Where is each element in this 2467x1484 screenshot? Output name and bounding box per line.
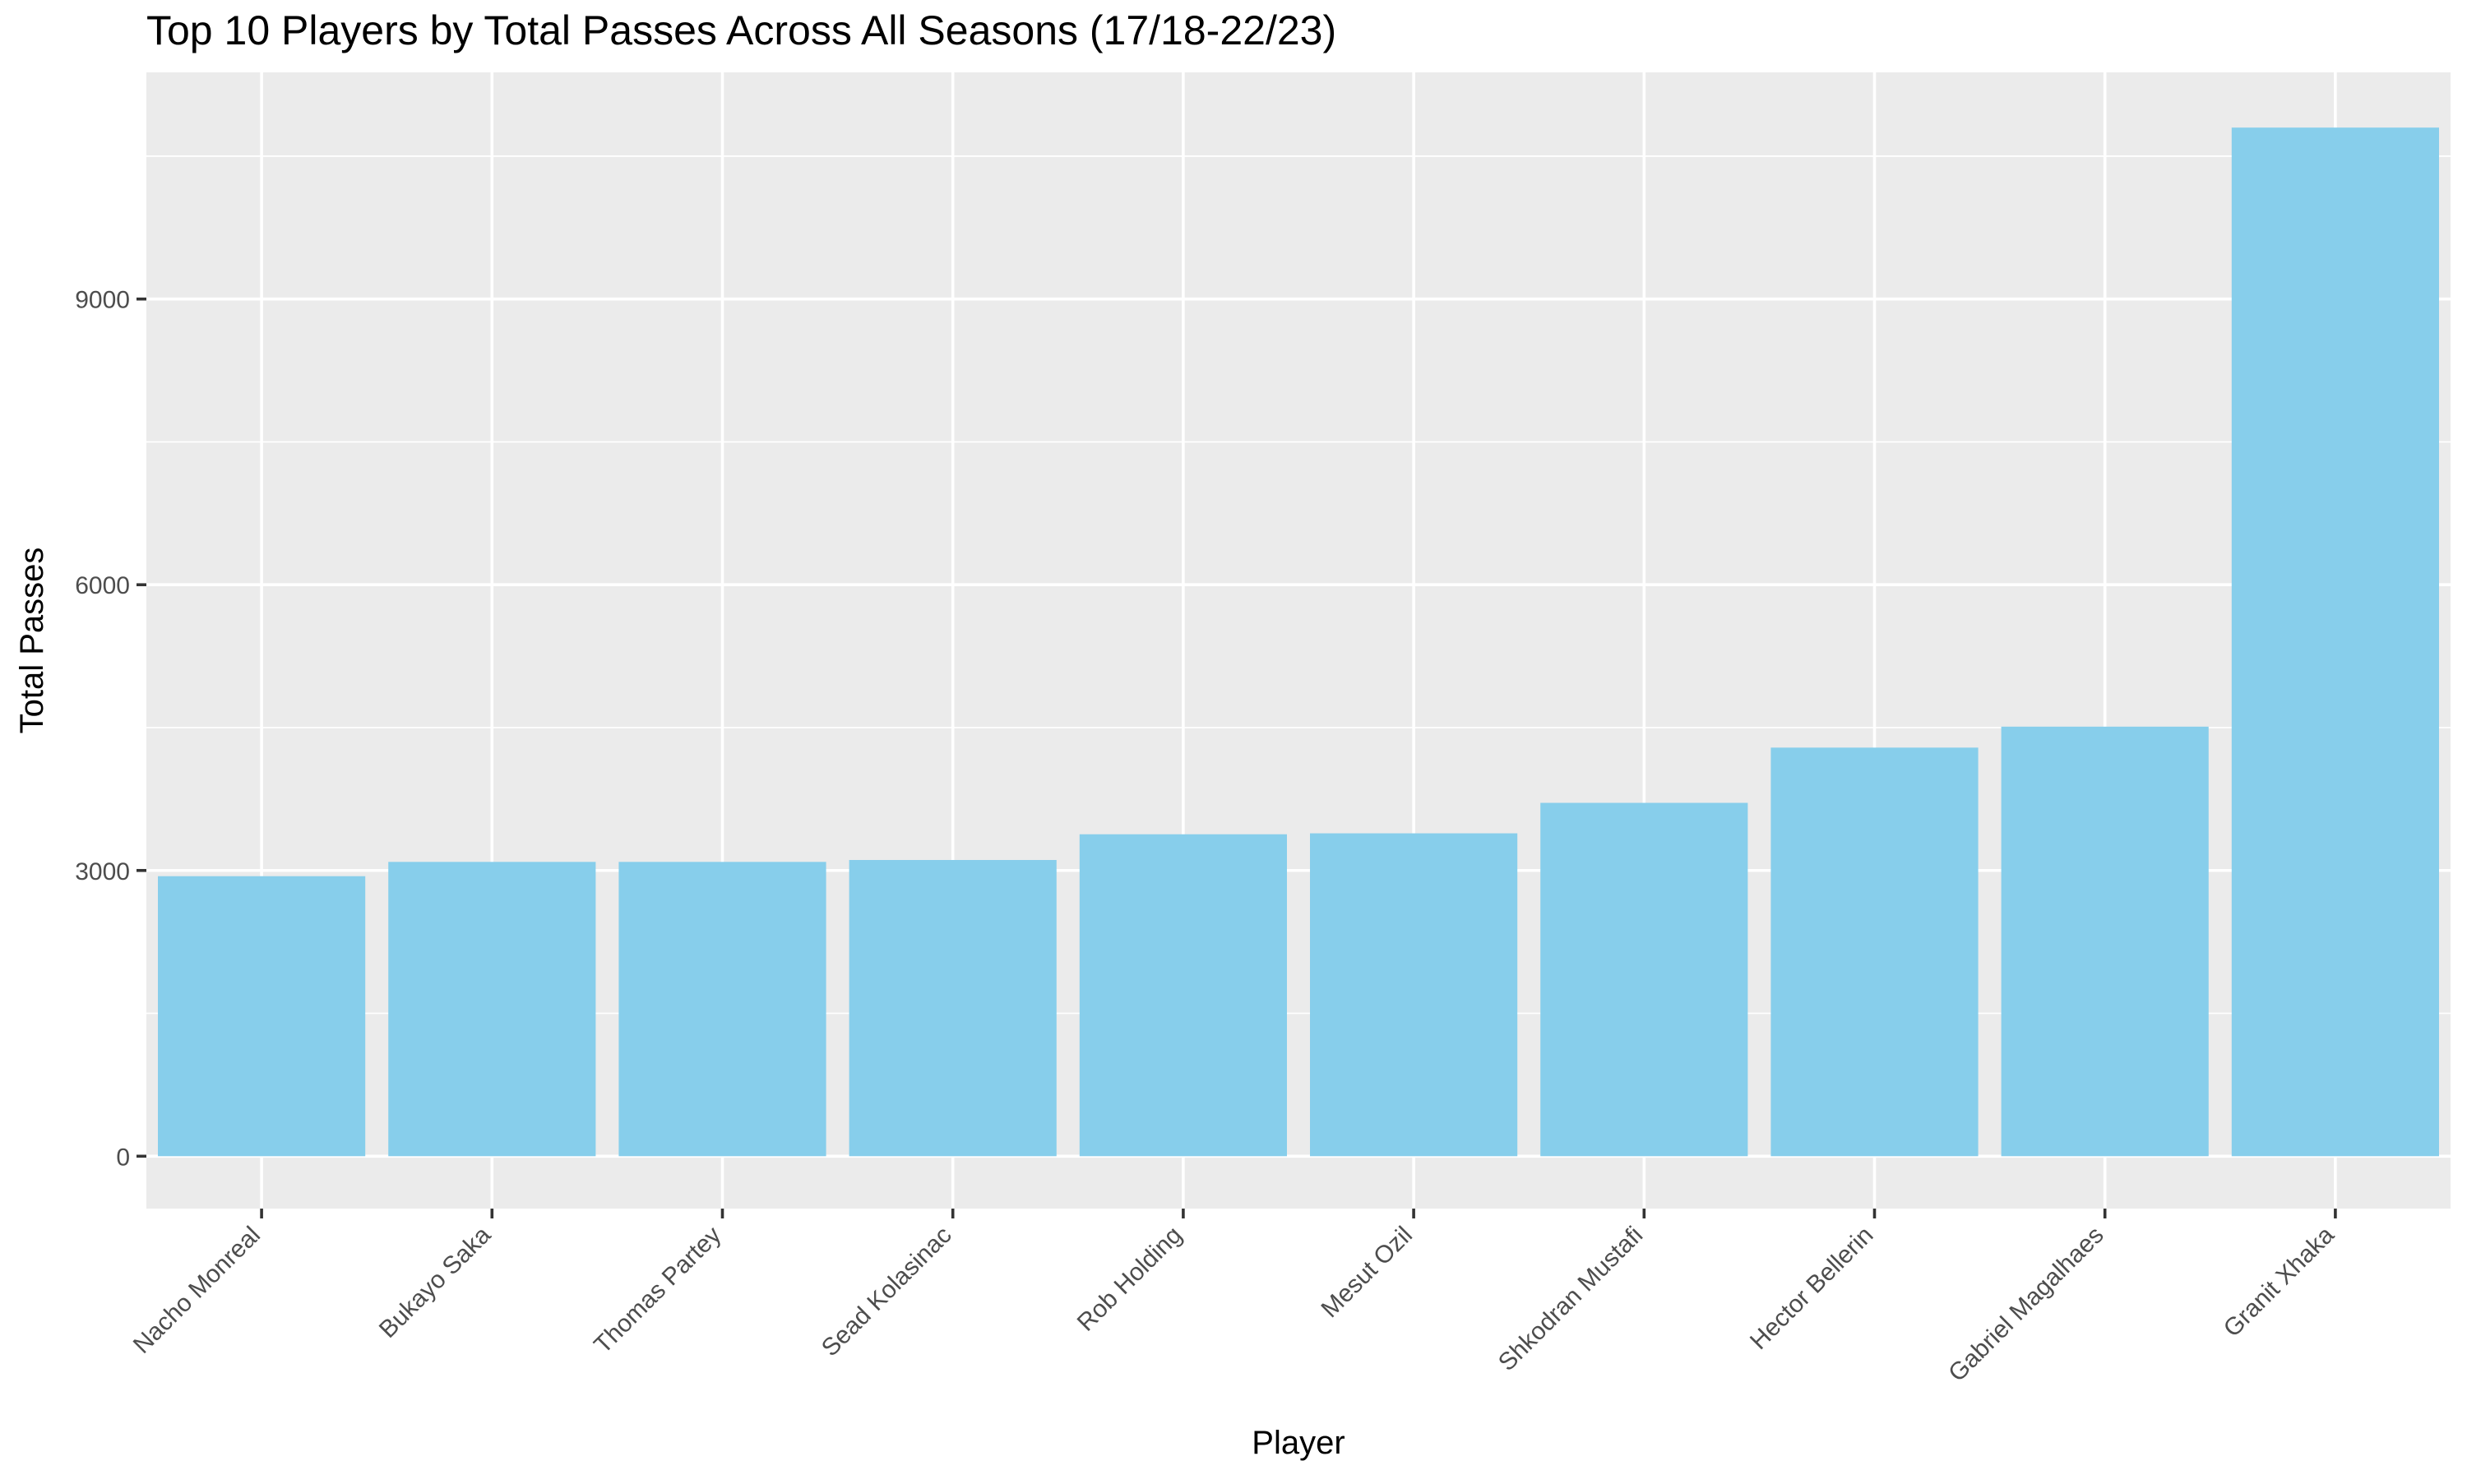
bar [158,876,366,1157]
bar [1310,833,1518,1157]
x-axis-ticks: Nacho Monreal Bukayo Saka Thomas Partey Sea… [128,1209,2340,1387]
y-tick-label: 9000 [75,287,130,314]
y-tick-label: 0 [116,1144,130,1171]
y-axis-title: Total Passes [14,548,50,734]
bar [618,862,826,1157]
bar [1079,834,1287,1157]
bar [1770,747,1979,1157]
chart-title: Top 10 Players by Total Passes Across Al… [146,7,1337,53]
y-axis-ticks: 0 3000 6000 9000 [75,287,146,1171]
bar [2001,726,2209,1157]
x-tick-label: Mesut Ozil [1317,1222,1419,1324]
bars [158,127,2439,1157]
x-tick-label: Rob Holding [1072,1222,1187,1337]
x-tick-label: Sead Kolasinac [817,1222,957,1362]
x-tick-label: Nacho Monreal [128,1222,266,1359]
bar [2231,127,2439,1157]
x-axis-title: Player [1252,1425,1345,1461]
bar [388,862,596,1157]
bar [849,860,1057,1157]
x-tick-label: Granit Xhaka [2219,1221,2340,1342]
x-tick-label: Shkodran Mustafi [1493,1222,1648,1376]
y-tick-label: 6000 [75,572,130,599]
y-tick-label: 3000 [75,858,130,885]
x-tick-label: Thomas Partey [589,1222,726,1359]
x-tick-label: Bukayo Saka [374,1221,497,1343]
x-tick-label: Hector Bellerin [1745,1222,1878,1355]
bar [1540,802,1748,1157]
x-tick-label: Gabriel Magalhaes [1943,1222,2108,1387]
